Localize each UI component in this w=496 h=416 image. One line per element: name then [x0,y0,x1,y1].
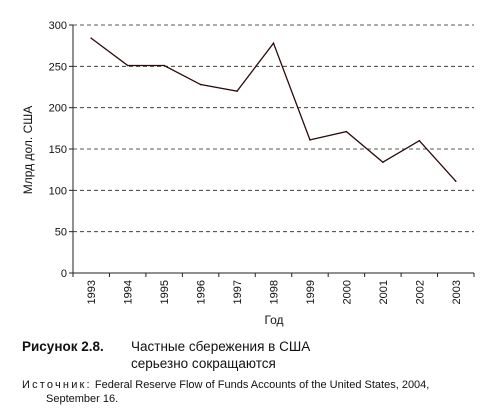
y-tick-label: 150 [49,144,67,156]
data-point [163,64,165,67]
figure-title-line-2: серьезно сокращаются [131,356,276,371]
data-point [382,161,384,164]
x-tick-label: 2003 [451,280,463,304]
x-axis-label: Год [264,313,283,327]
y-tick-label: 200 [49,103,67,115]
x-tick-label: 1995 [159,280,171,304]
source-label: Источник: [22,379,92,391]
x-tick-label: 2001 [378,280,390,304]
series-line [90,37,457,182]
x-tick-label: 1993 [86,280,98,304]
data-point [418,139,421,142]
gridlines [73,24,474,233]
series-layer [90,37,457,183]
x-tick-label: 1994 [123,280,135,304]
y-tick-labels: 0 50 100 150 200 250 300 [49,20,67,280]
y-tick-label: 50 [55,227,67,239]
data-point [126,64,129,67]
y-tick-label: 250 [49,61,67,73]
data-point [90,37,93,40]
axes [69,24,475,277]
figure-number: Рисунок 2.8. [22,339,104,354]
data-point [272,42,275,44]
x-tick-label: 2000 [341,280,353,304]
x-tick-label: 1997 [232,280,244,304]
data-point [199,83,202,86]
source-text-line-1: Federal Reserve Flow of Funds Accounts o… [94,379,430,391]
data-point [454,180,457,183]
x-tick-label: 1996 [196,280,208,304]
y-tick-label: 0 [61,268,67,280]
y-tick-label: 300 [49,20,67,32]
x-tick-label: 2002 [414,280,426,304]
data-point [345,130,348,133]
x-tick-label: 1999 [305,280,317,304]
data-point [236,90,238,92]
y-axis-label: Млрд дол. США [21,106,35,194]
figure-caption: Рисунок 2.8. Частные сбережения в США серь… [22,338,492,372]
source-text-line-2: September 16. [46,393,119,405]
data-point [309,139,311,141]
x-tick-labels: 1993 1994 1995 1996 1997 1998 1999 2000 2001 2002… [86,280,463,304]
figure-title-line-1: Частные сбережения в США [131,339,311,354]
y-tick-label: 100 [49,185,67,197]
x-tick-label: 1998 [269,280,281,304]
source-note: Источник: Federal Reserve Flow of Funds … [22,378,492,406]
figure-title: Частные сбережения в США серьезно сокраща… [131,338,461,372]
